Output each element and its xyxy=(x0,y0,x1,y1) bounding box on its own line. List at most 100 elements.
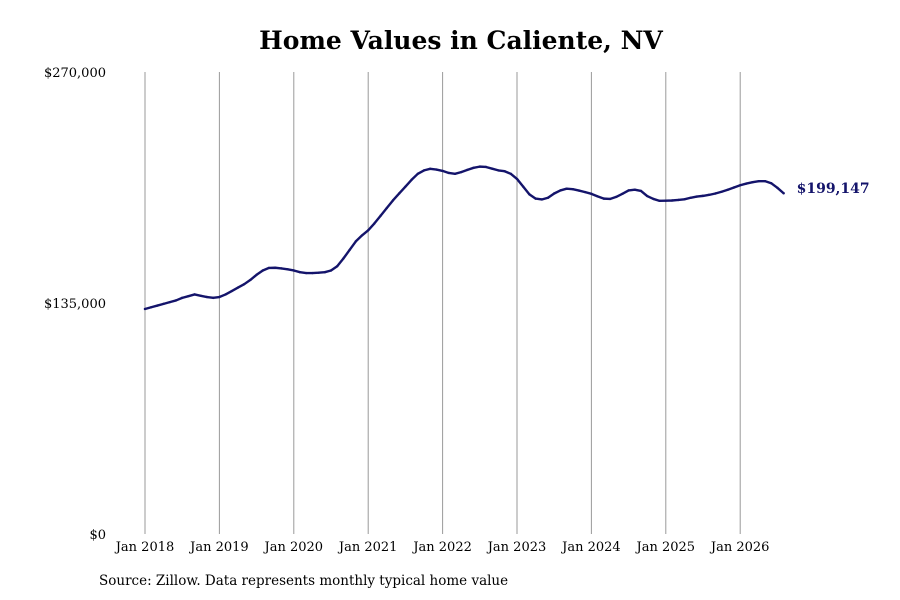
data-point xyxy=(720,190,723,193)
data-point xyxy=(646,194,649,198)
data-point xyxy=(596,195,599,198)
data-point xyxy=(559,189,562,192)
data-point xyxy=(243,282,246,286)
x-tick-label: Jan 2018 xyxy=(114,540,175,555)
data-point xyxy=(317,271,320,274)
data-point xyxy=(577,189,581,192)
data-point xyxy=(491,167,494,170)
data-point xyxy=(695,195,698,198)
data-point xyxy=(689,196,692,199)
end-value-label: $199,147 xyxy=(797,181,870,197)
data-point xyxy=(472,166,475,170)
data-point xyxy=(267,266,271,270)
x-tick-label: Jan 2024 xyxy=(560,540,621,555)
data-point xyxy=(658,199,661,203)
data-point xyxy=(615,195,618,199)
data-point xyxy=(460,170,463,174)
data-point xyxy=(447,171,450,175)
data-point xyxy=(584,190,587,194)
data-point xyxy=(677,198,680,202)
end-label-layer: $199,147 xyxy=(797,181,870,197)
data-point xyxy=(546,196,550,199)
data-point xyxy=(429,167,432,171)
data-point xyxy=(590,192,593,196)
data-point xyxy=(453,172,457,176)
data-point xyxy=(664,199,667,202)
x-tick-labels: Jan 2018 Jan 2019 Jan 2020 Jan 2021 Jan 2022… xyxy=(114,540,770,555)
data-point xyxy=(565,187,568,190)
data-point xyxy=(298,271,302,274)
data-point xyxy=(683,198,686,201)
data-point xyxy=(528,193,531,196)
data-point xyxy=(503,170,506,173)
data-point xyxy=(410,178,413,181)
data-point xyxy=(255,273,258,276)
data-point xyxy=(379,214,382,217)
data-point xyxy=(708,193,711,197)
data-point xyxy=(770,182,773,185)
data-point xyxy=(701,194,705,198)
x-tick-label: Jan 2026 xyxy=(709,540,770,555)
data-point xyxy=(373,222,376,225)
data-point xyxy=(509,172,512,176)
data-point xyxy=(441,169,444,173)
x-tick-label: Jan 2023 xyxy=(486,540,547,555)
data-point xyxy=(360,234,364,237)
y-tick-label: $0 xyxy=(89,528,106,543)
data-point xyxy=(726,188,729,191)
x-tick-label: Jan 2022 xyxy=(411,540,472,555)
data-point xyxy=(168,300,171,304)
data-point xyxy=(224,293,227,296)
data-point xyxy=(404,185,407,188)
data-point xyxy=(193,293,196,296)
data-point xyxy=(484,165,488,169)
data-point xyxy=(311,271,314,275)
data-point xyxy=(280,267,283,270)
data-point xyxy=(553,192,556,195)
data-point xyxy=(336,265,339,268)
data-point xyxy=(292,269,295,272)
data-point xyxy=(342,257,345,260)
data-point xyxy=(230,289,233,293)
data-point xyxy=(422,169,426,172)
data-point xyxy=(435,168,438,171)
data-point xyxy=(323,271,326,274)
data-point xyxy=(143,307,147,311)
data-point xyxy=(398,192,401,195)
data-point xyxy=(732,186,736,189)
data-point xyxy=(261,269,264,272)
data-point xyxy=(478,165,481,168)
data-point xyxy=(497,169,500,172)
data-point xyxy=(627,189,630,192)
data-point xyxy=(174,299,178,302)
data-point xyxy=(416,172,419,176)
x-tick-label: Jan 2021 xyxy=(337,540,398,555)
data-point xyxy=(540,198,543,201)
source-note: Source: Zillow. Data represents monthly … xyxy=(99,573,509,589)
x-tick-label: Jan 2020 xyxy=(263,540,324,555)
data-point xyxy=(385,206,388,210)
data-point xyxy=(236,286,240,289)
data-point xyxy=(602,197,605,200)
x-tick-label: Jan 2019 xyxy=(188,540,249,555)
series-line xyxy=(143,165,785,311)
data-point xyxy=(639,189,643,193)
data-point xyxy=(367,229,370,232)
data-point xyxy=(199,294,202,298)
data-point xyxy=(187,294,190,298)
chart-title: Home Values in Caliente, NV xyxy=(259,26,663,55)
data-point xyxy=(249,278,252,282)
data-point xyxy=(156,304,159,307)
data-point xyxy=(205,295,209,299)
data-point xyxy=(354,240,357,243)
data-point xyxy=(751,181,754,184)
data-point xyxy=(150,306,153,309)
data-point xyxy=(286,268,289,271)
data-point xyxy=(181,296,184,300)
y-tick-label: $135,000 xyxy=(44,297,106,312)
data-point xyxy=(739,184,742,187)
data-point xyxy=(329,269,333,272)
data-point xyxy=(534,197,537,200)
data-point xyxy=(621,192,624,196)
